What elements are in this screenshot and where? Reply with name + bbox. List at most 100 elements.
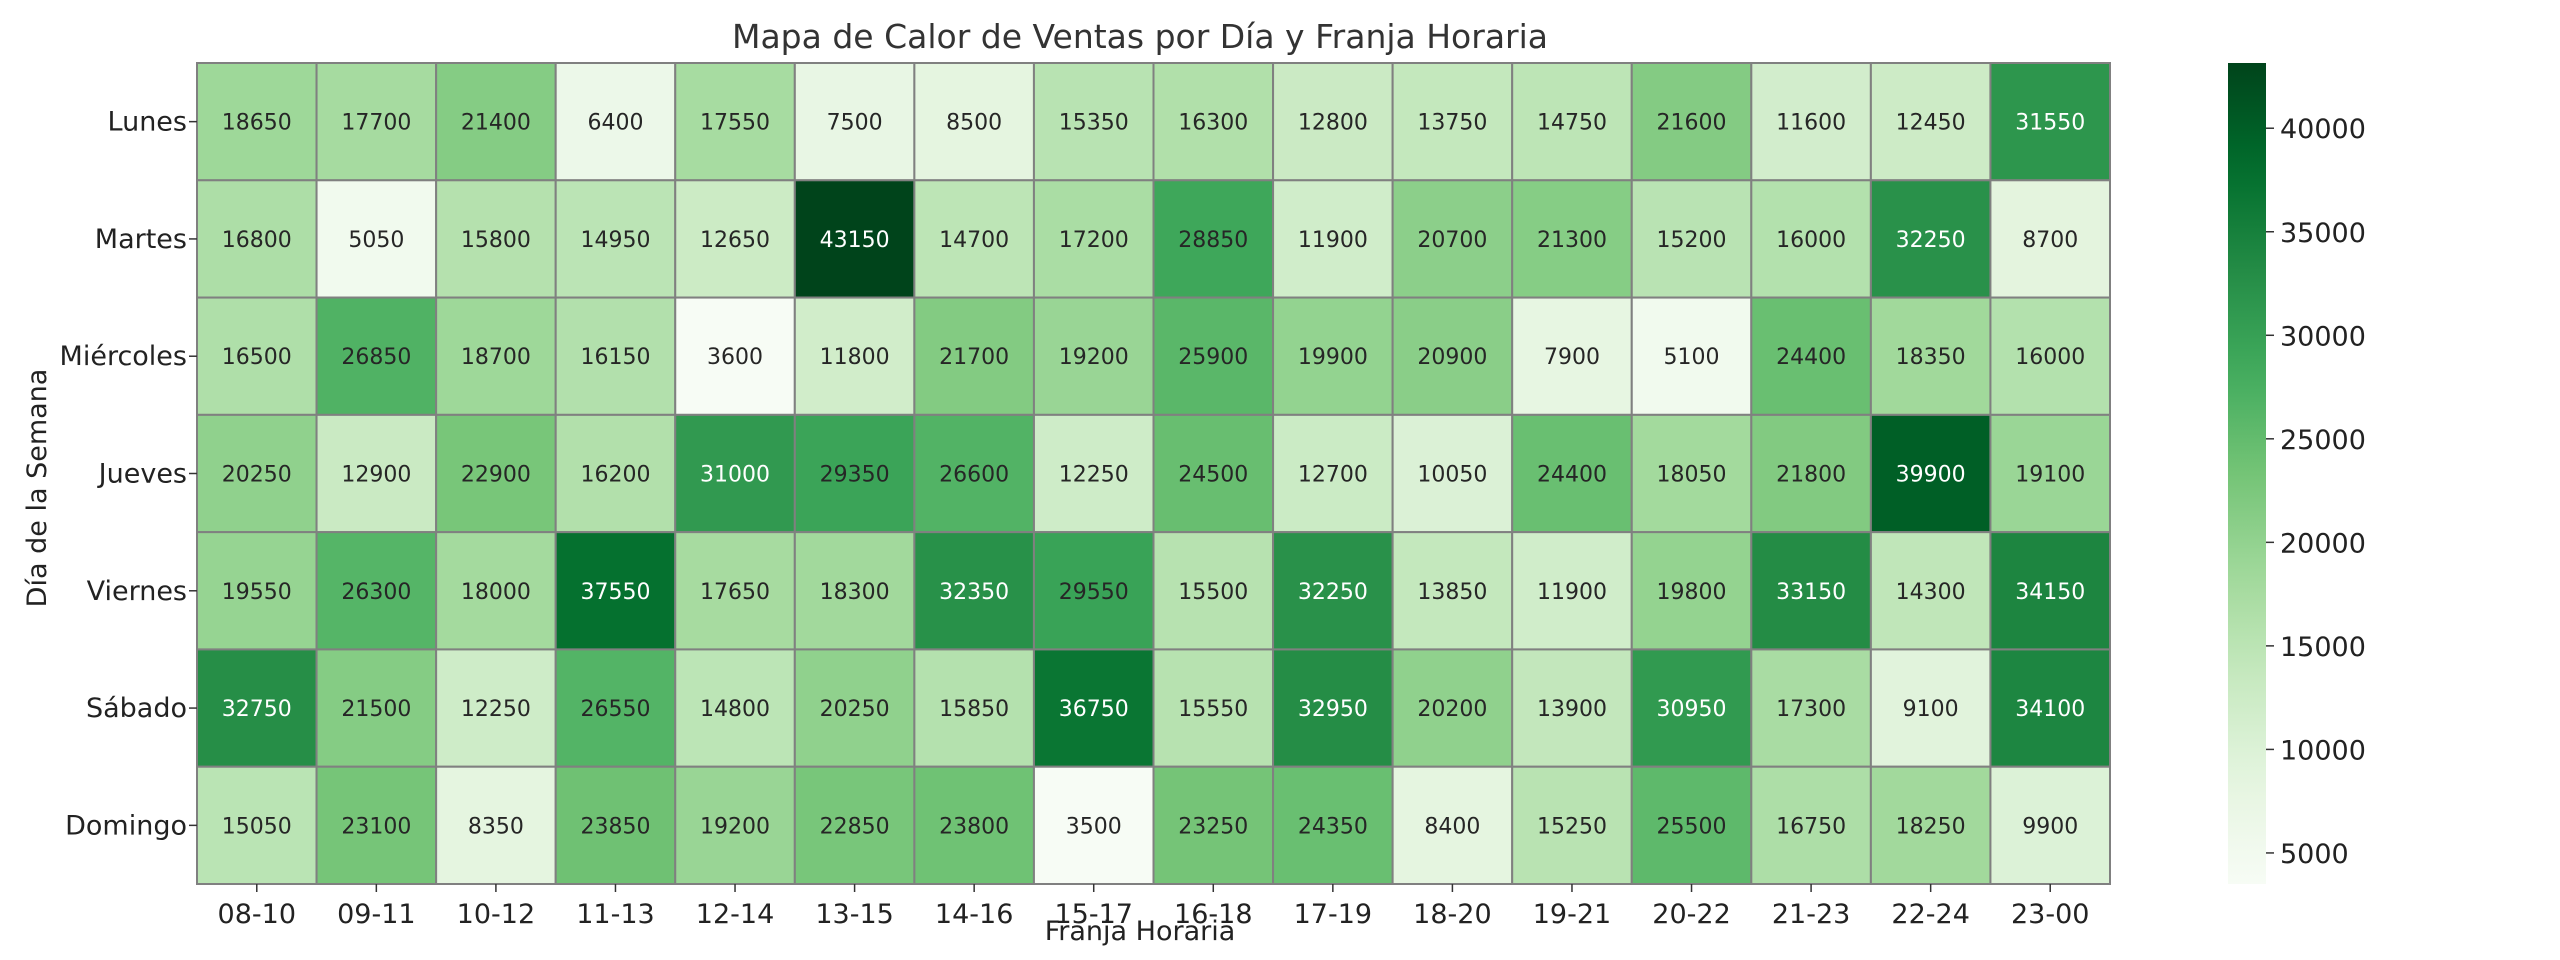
cell-value-label: 9100: [1903, 697, 1959, 722]
cell-value-label: 14950: [580, 228, 650, 253]
heatmap-cell: [315, 179, 438, 299]
colorbar-tick-label: 10000: [2280, 735, 2366, 766]
cell-value-label: 20250: [820, 697, 890, 722]
cell-value-label: 23800: [939, 814, 1009, 839]
y-tick-label: Miércoles: [60, 341, 187, 372]
cell-value-label: 8500: [946, 111, 1002, 136]
y-tick-label: Jueves: [97, 459, 187, 490]
cell-value-label: 29350: [820, 463, 890, 488]
cell-value-label: 21500: [341, 697, 411, 722]
cell-value-label: 32950: [1298, 697, 1368, 722]
heatmap-cell: [315, 413, 438, 534]
cell-value-label: 18000: [461, 580, 531, 605]
cell-value-label: 20200: [1417, 697, 1487, 722]
heatmap-cell: [1989, 296, 2111, 416]
cell-value-label: 5100: [1664, 345, 1720, 370]
y-tick-label: Viernes: [87, 576, 187, 607]
cell-value-label: 21600: [1657, 111, 1727, 136]
heatmap-cell: [1511, 531, 1633, 651]
cell-value-label: 32350: [939, 580, 1009, 605]
heatmap-cell: [1272, 62, 1394, 182]
x-tick-label: 19-21: [1533, 899, 1611, 930]
cell-value-label: 16000: [2015, 345, 2085, 370]
cell-value-label: 12450: [1896, 111, 1966, 136]
cell-value-label: 23850: [580, 814, 650, 839]
heatmap-cell: [1152, 531, 1275, 651]
cell-value-label: 26550: [580, 697, 650, 722]
cell-value-label: 15800: [461, 228, 531, 253]
cell-value-label: 19200: [700, 814, 770, 839]
cell-value-label: 16200: [580, 463, 650, 488]
heatmap-cell: [913, 296, 1035, 416]
cell-value-label: 43150: [820, 228, 890, 253]
cell-value-label: 16500: [222, 345, 292, 370]
colorbar-tick-label: 25000: [2280, 425, 2366, 456]
cell-value-label: 11600: [1776, 111, 1846, 136]
cell-value-label: 18050: [1657, 463, 1727, 488]
cell-value-label: 31550: [2015, 111, 2085, 136]
cell-value-label: 34100: [2015, 697, 2085, 722]
heatmap-cell: [554, 179, 677, 299]
heatmap-cell: [1630, 648, 1753, 768]
cell-value-label: 24350: [1298, 814, 1368, 839]
cell-value-label: 10050: [1417, 463, 1487, 488]
cell-value-label: 30950: [1657, 697, 1727, 722]
heatmap-cell: [1032, 531, 1155, 651]
cell-value-label: 6400: [587, 111, 643, 136]
cell-value-label: 21400: [461, 111, 531, 136]
cell-value-label: 11800: [820, 345, 890, 370]
cell-value-label: 15200: [1657, 228, 1727, 253]
cell-value-label: 14700: [939, 228, 1009, 253]
heatmap-cell: [1152, 648, 1275, 768]
x-tick-label: 12-14: [696, 899, 774, 930]
cell-value-label: 25900: [1178, 345, 1248, 370]
heatmap-cell: [1630, 296, 1753, 416]
colorbar-tick-label: 5000: [2280, 839, 2349, 870]
heatmap-cell: [1511, 413, 1633, 534]
y-tick-label: Sábado: [86, 693, 187, 724]
cell-value-label: 29550: [1059, 580, 1129, 605]
heatmap-cell: [1630, 531, 1753, 651]
cell-value-label: 13750: [1417, 111, 1487, 136]
colorbar: 5000 10000 15000 20000 25000 30000 35000 40000: [2228, 63, 2366, 884]
cell-value-label: 12900: [341, 463, 411, 488]
cell-value-label: 12800: [1298, 111, 1368, 136]
cell-value-label: 37550: [580, 580, 650, 605]
cell-value-label: 15050: [222, 814, 292, 839]
cell-value-label: 16000: [1776, 228, 1846, 253]
heatmap-cell: [793, 296, 916, 416]
heatmap-cell: [1750, 62, 1872, 182]
colorbar-tick-label: 30000: [2280, 321, 2366, 352]
cell-value-label: 7900: [1544, 345, 1600, 370]
cell-value-label: 21700: [939, 345, 1009, 370]
cell-value-label: 18250: [1896, 814, 1966, 839]
cell-value-label: 13900: [1537, 697, 1607, 722]
heatmap-cell: [1869, 413, 1992, 534]
heatmap-cell: [1152, 62, 1275, 182]
heatmap-cell: [1391, 296, 1514, 416]
heatmap-cell: [1391, 648, 1514, 768]
cell-value-label: 5050: [348, 228, 404, 253]
x-axis-label: Franja Horaria: [1045, 916, 1236, 947]
heatmap-cell: [793, 413, 916, 534]
cell-value-label: 32750: [222, 697, 292, 722]
heatmap-cell: [674, 648, 796, 768]
heatmap-cell: [1869, 765, 1992, 886]
colorbar-tick-label: 15000: [2280, 632, 2366, 663]
heatmap-cell: [1750, 179, 1872, 299]
colorbar-tick-label: 35000: [2280, 218, 2366, 249]
cell-value-label: 19550: [222, 580, 292, 605]
cell-value-label: 19100: [2015, 463, 2085, 488]
cell-value-label: 16150: [580, 345, 650, 370]
cell-value-label: 23100: [341, 814, 411, 839]
cell-value-label: 19900: [1298, 345, 1368, 370]
heatmap-cell: [1511, 765, 1633, 886]
cell-value-label: 16800: [222, 228, 292, 253]
heatmap-cell: [1511, 648, 1633, 768]
cell-value-label: 17550: [700, 111, 770, 136]
heatmap-cell: [1989, 531, 2111, 651]
heatmap-cell: [1152, 179, 1275, 299]
cell-value-label: 11900: [1298, 228, 1368, 253]
